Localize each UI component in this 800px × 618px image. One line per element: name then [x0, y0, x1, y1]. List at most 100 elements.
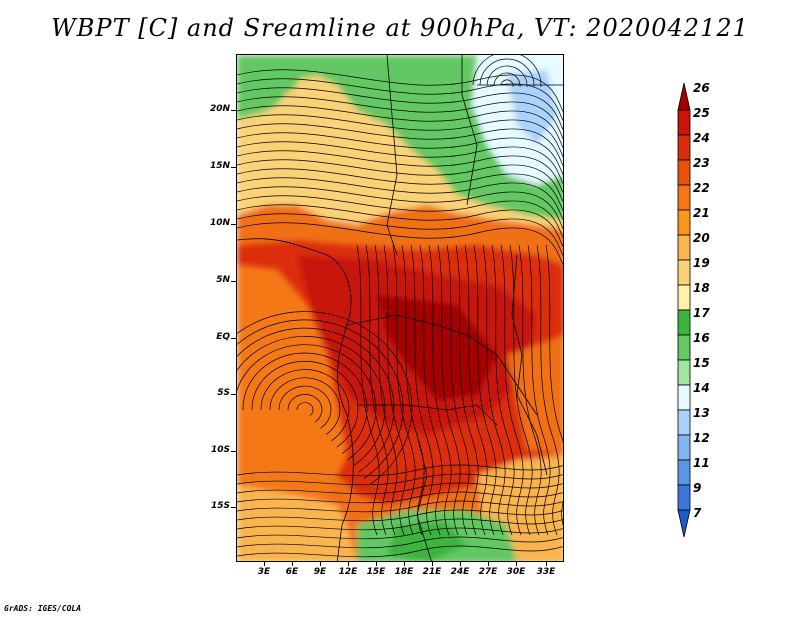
lon-tick	[376, 562, 377, 566]
streamline	[237, 545, 563, 558]
colorbar-swatch	[677, 109, 691, 136]
colorbar-swatch	[677, 309, 691, 336]
streamline	[237, 536, 563, 549]
streamline	[237, 344, 377, 460]
lat-label: 5N	[216, 275, 230, 285]
colorbar-label: 16	[693, 331, 710, 345]
streamline	[455, 244, 479, 536]
streamline	[237, 141, 563, 185]
lon-label: 6E	[285, 567, 299, 577]
lat-tick	[231, 167, 236, 168]
colorbar-label: 14	[693, 381, 710, 395]
lon-label: 30E	[506, 567, 526, 577]
colorbar-swatch	[677, 234, 691, 261]
streamline	[278, 385, 332, 429]
lon-label: 12E	[338, 567, 358, 577]
colorbar-swatch	[677, 134, 691, 161]
colorbar-label: 21	[693, 206, 710, 220]
streamline	[437, 244, 461, 536]
lat-tick	[231, 394, 236, 395]
colorbar-swatch	[677, 434, 691, 461]
colorbar-label: 12	[693, 431, 710, 445]
colorbar-swatch	[677, 334, 691, 361]
streamline	[237, 527, 563, 540]
lon-label: 21E	[422, 567, 442, 577]
streamline	[410, 244, 434, 536]
colorbar-swatch	[677, 459, 691, 486]
colorbar-swatch	[677, 159, 691, 186]
streamline	[237, 123, 563, 167]
wbpt-field	[237, 55, 563, 561]
streamline	[237, 213, 563, 257]
colorbar-label: 17	[693, 306, 710, 320]
lat-label: 5S	[217, 388, 230, 398]
colorbar-swatch	[677, 384, 691, 411]
lon-tick	[546, 562, 547, 566]
streamline	[237, 96, 563, 140]
streamline	[518, 244, 542, 536]
colorbar-label: 13	[693, 406, 710, 420]
streamline	[536, 244, 560, 536]
colorbar-label: 22	[693, 181, 710, 195]
colorbar-label: 26	[693, 81, 710, 95]
lat-label: 15N	[209, 161, 230, 171]
streamline	[472, 55, 542, 88]
lon-tick	[432, 562, 433, 566]
lon-label: 3E	[257, 567, 271, 577]
colorbar-label: 19	[693, 256, 710, 270]
lon-tick	[264, 562, 265, 566]
streamline	[251, 360, 359, 448]
streamlines	[237, 55, 563, 558]
lon-tick	[292, 562, 293, 566]
colorbar	[677, 82, 691, 538]
colorbar-swatch	[677, 82, 691, 111]
lat-tick	[231, 281, 236, 282]
map-title: WBPT [C] and Sreamline at 900hPa, VT: 20…	[51, 14, 749, 42]
streamline	[419, 244, 443, 536]
streamline	[356, 244, 380, 536]
streamline	[237, 177, 563, 221]
streamline	[365, 244, 389, 536]
lon-tick	[488, 562, 489, 566]
lon-label: 9E	[313, 567, 327, 577]
lat-tick	[231, 110, 236, 111]
streamline	[237, 105, 563, 149]
streamline	[296, 402, 314, 416]
colorbar-label: 11	[693, 456, 710, 470]
lon-label: 18E	[394, 567, 414, 577]
colorbar-swatch	[677, 509, 691, 538]
lon-label: 24E	[450, 567, 470, 577]
streamline	[237, 500, 563, 513]
streamline	[446, 244, 470, 536]
streamline	[260, 369, 350, 442]
lon-tick	[320, 562, 321, 566]
streamline	[237, 319, 404, 479]
lon-label: 27E	[478, 567, 498, 577]
colorbar-label: 25	[693, 106, 710, 120]
colorbar-label: 18	[693, 281, 710, 295]
streamline	[509, 244, 533, 536]
streamline	[242, 352, 368, 454]
colorbar-label: 15	[693, 356, 710, 370]
streamline	[237, 186, 563, 230]
streamline	[237, 204, 563, 248]
streamline	[464, 244, 488, 536]
colorbar-swatch	[677, 484, 691, 511]
lon-label: 15E	[366, 567, 386, 577]
colorbar-label: 23	[693, 156, 710, 170]
streamline	[482, 244, 506, 536]
colorbar-swatch	[677, 359, 691, 386]
streamline	[237, 518, 563, 531]
colorbar-label: 24	[693, 131, 710, 145]
streamline	[401, 244, 425, 536]
colorbar-swatch	[677, 184, 691, 211]
streamline	[287, 394, 323, 423]
lat-label: 20N	[209, 104, 230, 114]
lon-tick	[460, 562, 461, 566]
streamline	[237, 168, 563, 212]
streamline	[237, 87, 563, 131]
streamline	[237, 114, 563, 158]
lat-tick	[231, 507, 236, 508]
lat-tick	[231, 338, 236, 339]
lon-tick	[404, 562, 405, 566]
